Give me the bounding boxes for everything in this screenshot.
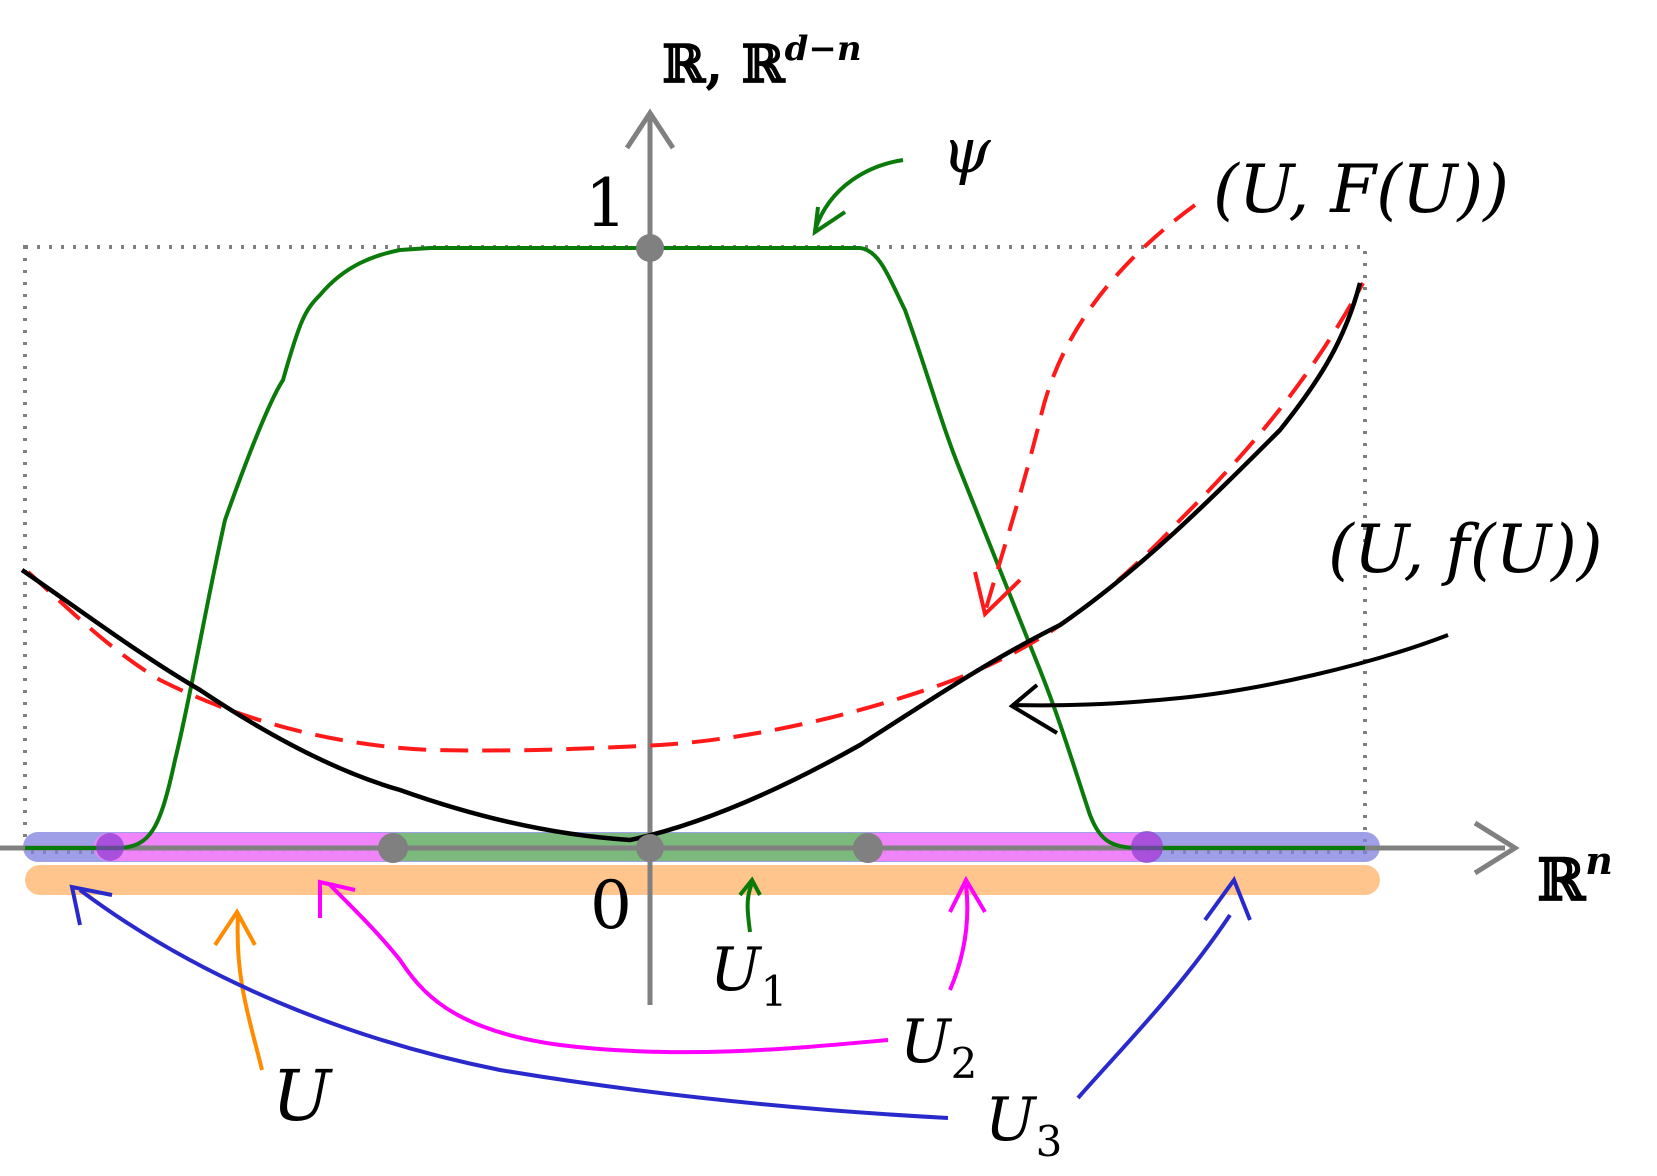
U2-label-main: U <box>900 1007 953 1077</box>
psi-arrow <box>813 158 904 231</box>
U1-label-main: U <box>710 935 763 1005</box>
U-label: U <box>272 1055 333 1137</box>
dotted-bounding-box <box>23 245 1367 854</box>
point-U2-left <box>96 833 124 861</box>
horizontal-axis-label: ℝn <box>1537 838 1613 914</box>
graph-f-label: (U, f(U)) <box>1328 511 1603 588</box>
psi-label: ψ <box>942 114 992 187</box>
U2-arrow-left <box>328 883 889 1055</box>
tick-label-zero: 0 <box>590 867 632 944</box>
horizontal-axis-arrowhead <box>1473 820 1520 876</box>
f-arrowhead <box>1008 683 1059 735</box>
U3-arrowhead-left <box>69 884 113 926</box>
graph-F-label: (U, F(U)) <box>1213 151 1509 228</box>
vertical-axis-arrowhead <box>624 108 676 150</box>
U1-label: U1 <box>710 935 787 1016</box>
U3-label: U3 <box>985 1085 1062 1166</box>
U3-label-main: U <box>985 1085 1038 1155</box>
U-arrowhead <box>213 908 257 947</box>
f-curve <box>20 282 1363 843</box>
U2-arrow-right <box>948 884 970 991</box>
horizontal-axis-label-sup: n <box>1585 838 1613 883</box>
point-one <box>636 234 664 262</box>
vertical-axis-label: ℝ, ℝd−n <box>662 29 862 95</box>
vertical-axis-label-sup: d−n <box>785 29 862 69</box>
U3-arrow-right <box>1076 913 1232 1100</box>
vertical-axis-label-main: ℝ, ℝ <box>662 34 786 95</box>
U3-label-sub: 3 <box>1036 1117 1063 1166</box>
horizontal-axis-label-main: ℝ <box>1537 846 1587 914</box>
U1-arrowhead <box>738 876 762 897</box>
point-U1-right <box>853 833 883 863</box>
U3-arrow-left <box>78 888 949 1120</box>
psi-curve <box>25 246 1365 850</box>
point-U1-left <box>378 833 408 863</box>
F-arrowhead <box>973 571 1022 618</box>
U1-arrow <box>745 882 754 933</box>
F-curve <box>26 282 1365 753</box>
U1-label-sub: 1 <box>761 967 788 1016</box>
point-U2-right <box>1131 831 1163 863</box>
point-origin <box>636 834 664 862</box>
U2-arrowhead-right <box>948 875 987 914</box>
U2-arrowhead-left <box>318 879 356 918</box>
U3-arrowhead-right <box>1203 875 1252 922</box>
f-arrow <box>1011 633 1449 708</box>
F-arrow <box>983 203 1197 613</box>
U-arrow <box>235 914 264 1071</box>
psi-arrowhead <box>812 206 847 237</box>
tick-label-one: 1 <box>585 165 627 242</box>
U2-label: U2 <box>900 1007 977 1088</box>
U2-label-sub: 2 <box>951 1039 978 1088</box>
